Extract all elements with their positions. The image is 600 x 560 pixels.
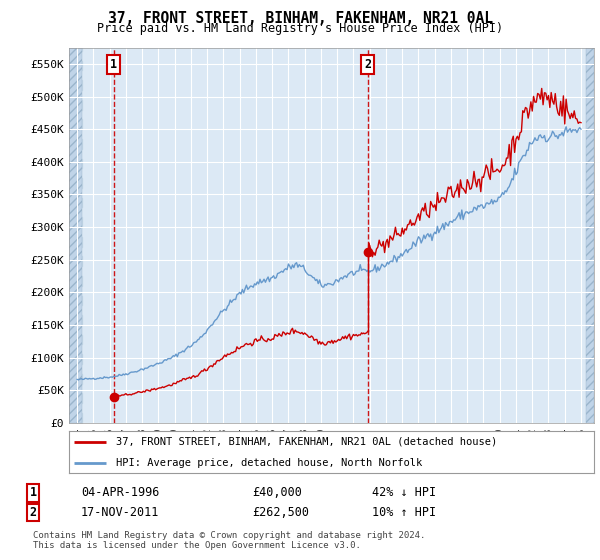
Text: 2: 2 [29, 506, 37, 519]
Bar [69, 48, 82, 423]
Text: 1: 1 [29, 486, 37, 500]
Text: 1: 1 [110, 58, 118, 71]
Bar [586, 48, 594, 423]
Text: 42% ↓ HPI: 42% ↓ HPI [372, 486, 436, 500]
Text: 37, FRONT STREET, BINHAM, FAKENHAM, NR21 0AL (detached house): 37, FRONT STREET, BINHAM, FAKENHAM, NR21… [116, 437, 497, 447]
Text: 17-NOV-2011: 17-NOV-2011 [81, 506, 160, 519]
Text: £262,500: £262,500 [252, 506, 309, 519]
Bar [586, 48, 594, 423]
Text: 2: 2 [364, 58, 371, 71]
Bar [69, 48, 82, 423]
Text: 10% ↑ HPI: 10% ↑ HPI [372, 506, 436, 519]
Text: £40,000: £40,000 [252, 486, 302, 500]
Text: HPI: Average price, detached house, North Norfolk: HPI: Average price, detached house, Nort… [116, 458, 422, 468]
Text: Contains HM Land Registry data © Crown copyright and database right 2024.
This d: Contains HM Land Registry data © Crown c… [33, 530, 425, 550]
Text: 37, FRONT STREET, BINHAM, FAKENHAM, NR21 0AL: 37, FRONT STREET, BINHAM, FAKENHAM, NR21… [107, 11, 493, 26]
Text: Price paid vs. HM Land Registry's House Price Index (HPI): Price paid vs. HM Land Registry's House … [97, 22, 503, 35]
Text: 04-APR-1996: 04-APR-1996 [81, 486, 160, 500]
